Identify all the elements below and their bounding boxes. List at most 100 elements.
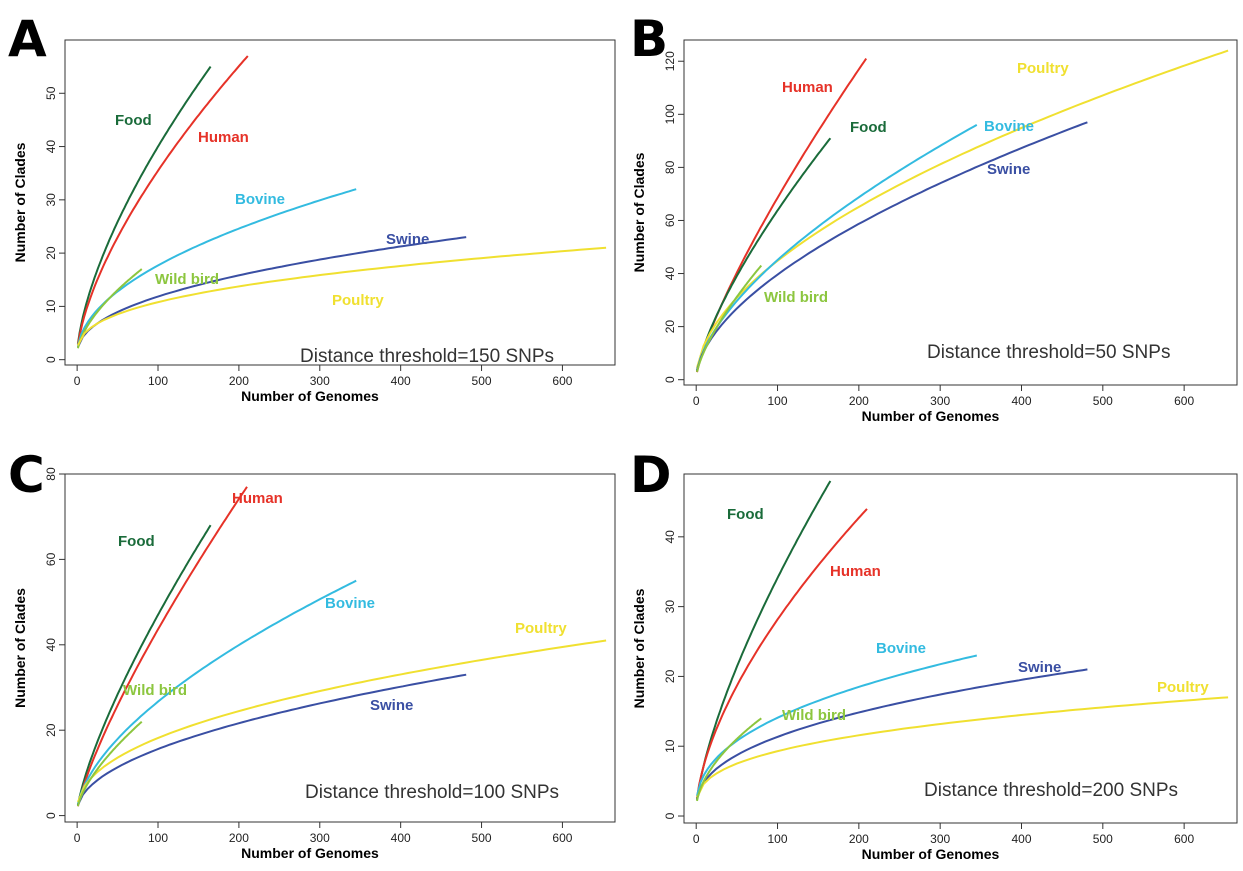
series-line-swine (696, 668, 1088, 799)
x-tick-label: 500 (1093, 832, 1113, 846)
series-line-bovine (76, 188, 357, 346)
series-label-human: Human (198, 129, 249, 146)
series-line-food (696, 480, 832, 800)
y-tick-label: 100 (663, 104, 677, 124)
y-tick-label: 0 (44, 812, 58, 819)
y-tick-label: 30 (44, 193, 58, 207)
series-label-human: Human (232, 490, 283, 507)
x-tick-label: 100 (148, 374, 168, 388)
x-tick-label: 600 (552, 374, 572, 388)
y-tick-label: 0 (663, 812, 677, 819)
y-tick-label: 20 (663, 320, 677, 334)
x-tick-label: 300 (930, 832, 950, 846)
series-line-food (76, 66, 212, 345)
y-tick-label: 20 (663, 669, 677, 683)
series-line-poultry (696, 49, 1229, 369)
plot-frame (64, 39, 616, 366)
x-tick-label: 500 (1093, 394, 1113, 408)
series-line-human (76, 486, 248, 807)
y-tick-label: 0 (44, 356, 58, 363)
series-line-food (696, 137, 832, 372)
series-line-bovine (696, 654, 978, 797)
series-line-poultry (76, 639, 607, 803)
x-axis-title: Number of Genomes (241, 388, 379, 404)
x-tick-label: 400 (391, 831, 411, 845)
x-tick-label: 600 (552, 831, 572, 845)
series-label-bovine: Bovine (325, 595, 375, 612)
series-label-wild-bird: Wild bird (782, 707, 846, 724)
series-label-swine: Swine (987, 161, 1030, 178)
panel-d: D 0 100 200 300 400 500 600 0 10 20 30 40 Number of … (622, 436, 1243, 871)
series-label-swine: Swine (386, 231, 429, 248)
y-axis-title: Number of Clades (12, 142, 28, 262)
y-tick-label: 40 (663, 530, 677, 544)
series-label-wild-bird: Wild bird (764, 289, 828, 306)
series-label-food: Food (727, 506, 764, 523)
y-tick-label: 120 (663, 51, 677, 71)
y-tick-label: 40 (44, 140, 58, 154)
series-line-swine (76, 673, 467, 806)
x-tick-label: 600 (1174, 832, 1194, 846)
y-axis-title: Number of Clades (631, 152, 647, 272)
x-axis-title: Number of Genomes (862, 846, 1000, 862)
chart: 0 100 200 300 400 500 600 0 10 20 30 40 Number of Ge… (631, 473, 1238, 862)
x-tick-label: 200 (849, 394, 869, 408)
x-tick-label: 600 (1174, 394, 1194, 408)
x-tick-label: 400 (1011, 832, 1031, 846)
x-tick-label: 0 (693, 394, 700, 408)
x-tick-label: 400 (391, 374, 411, 388)
series-line-bovine (76, 579, 357, 805)
x-axis-title: Number of Genomes (862, 408, 1000, 424)
series-label-food: Food (118, 533, 155, 550)
panel-letter: C (8, 446, 45, 504)
threshold-annotation: Distance threshold=100 SNPs (305, 782, 559, 803)
y-tick-label: 60 (44, 552, 58, 566)
series-line-human (696, 508, 868, 799)
series-line-wild-bird (696, 264, 763, 373)
x-tick-label: 300 (310, 831, 330, 845)
panel-letter: A (8, 10, 47, 68)
series-label-food: Food (850, 119, 887, 136)
y-tick-label: 30 (663, 600, 677, 614)
chart: 0 100 200 300 400 500 600 0 10 20 30 40 50 Number of … (12, 39, 616, 404)
panel-a: A 0 100 200 300 400 500 600 0 10 20 30 40 50 Number o… (0, 0, 621, 435)
series-label-wild-bird: Wild bird (155, 271, 219, 288)
x-tick-label: 0 (74, 374, 81, 388)
threshold-annotation: Distance threshold=200 SNPs (924, 780, 1178, 801)
series-line-swine (696, 121, 1088, 371)
panel-b: B 0 100 200 300 400 500 600 0 20 40 60 80 100 120 Numb… (622, 0, 1243, 435)
y-tick-label: 60 (663, 213, 677, 227)
series-label-human: Human (830, 563, 881, 580)
x-tick-label: 200 (229, 374, 249, 388)
plot-frame (64, 473, 616, 823)
x-tick-label: 100 (148, 831, 168, 845)
y-tick-label: 50 (44, 86, 58, 100)
series-line-human (76, 55, 249, 346)
x-tick-label: 300 (930, 394, 950, 408)
series-label-poultry: Poultry (332, 292, 384, 309)
series-line-wild-bird (76, 720, 143, 807)
x-tick-label: 400 (1011, 394, 1031, 408)
panel-c: C 0 100 200 300 400 500 600 0 20 40 60 80 Number of … (0, 436, 621, 871)
x-tick-label: 0 (693, 832, 700, 846)
y-tick-label: 10 (663, 739, 677, 753)
y-axis-title: Number of Clades (12, 588, 28, 708)
series-label-swine: Swine (370, 697, 413, 714)
plot-frame (683, 39, 1238, 386)
series-line-poultry (696, 696, 1229, 798)
series-label-bovine: Bovine (876, 640, 926, 657)
y-tick-label: 80 (44, 467, 58, 481)
chart: 0 100 200 300 400 500 600 0 20 40 60 80 Number of Ge… (12, 467, 616, 861)
x-tick-label: 500 (472, 374, 492, 388)
x-tick-label: 200 (229, 831, 249, 845)
series-label-poultry: Poultry (1157, 679, 1209, 696)
series-line-wild-bird (76, 268, 143, 349)
x-tick-label: 100 (768, 394, 788, 408)
chart: 0 100 200 300 400 500 600 0 20 40 60 80 100 120 Number… (631, 39, 1238, 424)
y-tick-label: 20 (44, 723, 58, 737)
y-tick-label: 0 (663, 376, 677, 383)
x-tick-label: 500 (472, 831, 492, 845)
y-tick-label: 80 (663, 160, 677, 174)
x-tick-label: 100 (768, 832, 788, 846)
y-axis-title: Number of Clades (631, 588, 647, 708)
